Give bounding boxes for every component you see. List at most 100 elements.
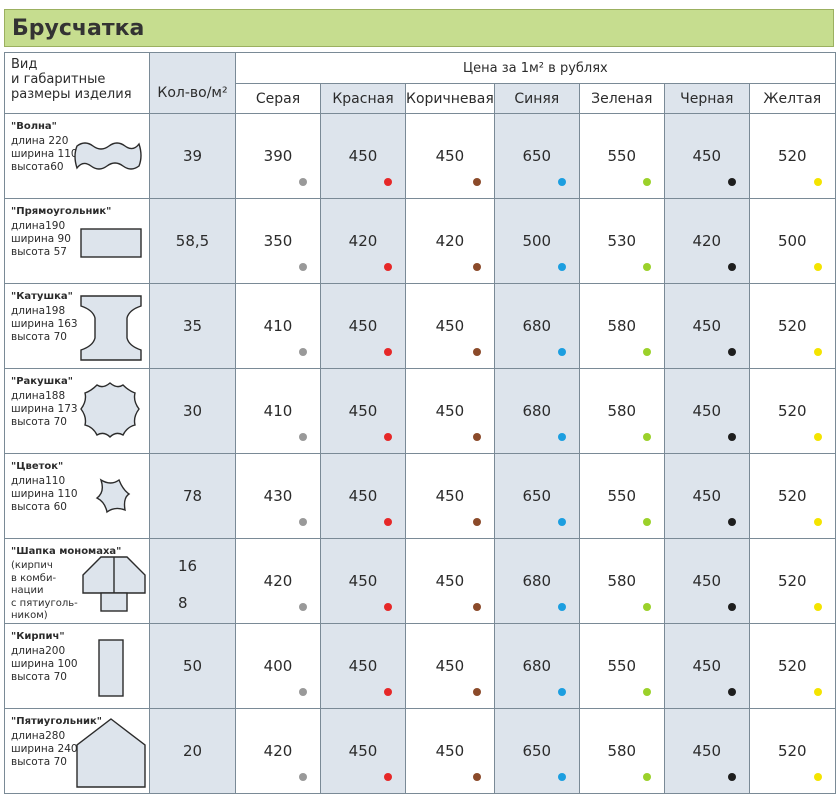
price-cell-color-yellow: 520 (748, 453, 836, 539)
price-value: 500 (777, 232, 807, 250)
product-cell: "Шапка мономаха" (кирпич в комби-нации с пя… (4, 538, 150, 624)
price-value: 520 (777, 317, 807, 335)
color-green-dot-icon (642, 688, 651, 696)
table-row: "Волна" длина 220 ширина 110 высота60 39 390 4… (4, 113, 836, 199)
color-blue-dot-icon (557, 518, 566, 526)
price-cell-color-green: 580 (578, 538, 665, 624)
price-cell-color-brown: 450 (405, 113, 495, 199)
dim-line: высота 57 (11, 246, 67, 258)
dim-line: длина200 (11, 645, 66, 657)
product-cell: "Кирпич" длина200 ширина 100 высота 70 (4, 623, 150, 709)
color-black-dot-icon (727, 688, 736, 696)
price-value: 450 (435, 657, 465, 675)
price-cell-color-blue: 680 (493, 623, 580, 709)
product-dims: длина 220 ширина 110 высота60 (11, 135, 78, 174)
product-shape-icon (80, 228, 142, 258)
table-row: "Кирпич" длина200 ширина 100 высота 70 50 400… (4, 623, 836, 709)
price-value: 450 (435, 487, 465, 505)
color-brown-dot-icon (472, 263, 481, 271)
product-cell: "Цветок" длина110 ширина 110 высота 60 (4, 453, 150, 539)
price-cell-color-black: 450 (663, 453, 750, 539)
color-yellow-dot-icon (813, 603, 822, 611)
price-cell-color-gray: 390 (235, 113, 321, 199)
price-cell-color-green: 550 (578, 623, 665, 709)
price-value: 450 (435, 317, 465, 335)
price-value: 650 (522, 487, 552, 505)
product-dims: длина280 ширина 240 высота 70 (11, 730, 78, 769)
color-green-dot-icon (642, 603, 651, 611)
product-name: "Пятиугольник" (11, 716, 102, 727)
color-red-dot-icon (384, 518, 392, 526)
qty-value: 8 (178, 594, 188, 612)
dim-line: с пятиуголь- (11, 597, 78, 609)
price-cell-color-yellow: 500 (748, 198, 836, 284)
color-red-dot-icon (384, 688, 392, 696)
color-gray-dot-icon (299, 263, 307, 271)
color-black-dot-icon (727, 773, 736, 781)
price-cell-color-green: 580 (578, 368, 665, 454)
color-red-dot-icon (384, 263, 392, 271)
price-cell-color-red: 450 (320, 113, 406, 199)
color-gray-dot-icon (299, 518, 307, 526)
product-shape-icon (80, 295, 142, 361)
price-value: 450 (348, 317, 378, 335)
price-value: 450 (692, 147, 722, 165)
product-shape-icon (95, 478, 131, 514)
color-gray-dot-icon (299, 178, 307, 186)
qty-cell: 58,5 (149, 198, 236, 284)
price-cell-color-brown: 420 (405, 198, 495, 284)
dim-line: ширина 110 (11, 488, 78, 500)
price-value: 680 (522, 317, 552, 335)
price-cell-color-green: 530 (578, 198, 665, 284)
price-cell-color-gray: 410 (235, 368, 321, 454)
price-table: Вид и габаритные размеры изделия Кол-во/… (4, 52, 836, 794)
price-cell-color-red: 450 (320, 453, 406, 539)
price-value: 520 (777, 742, 807, 760)
color-green-dot-icon (642, 518, 651, 526)
product-name: "Кирпич" (11, 631, 65, 642)
qty-cell: 39 (149, 113, 236, 199)
color-black-dot-icon (727, 178, 736, 186)
price-value: 420 (348, 232, 378, 250)
price-value: 550 (607, 487, 637, 505)
dim-line: ширина 173 (11, 403, 78, 415)
price-cell-color-black: 450 (663, 113, 750, 199)
product-shape-icon (80, 382, 140, 438)
price-value: 520 (777, 147, 807, 165)
header-color-brown: Коричневая (405, 83, 495, 114)
price-cell-color-black: 450 (663, 283, 750, 369)
dim-line: ширина 240 (11, 743, 78, 755)
price-cell-color-yellow: 520 (748, 708, 836, 794)
price-cell-color-brown: 450 (405, 368, 495, 454)
price-value: 450 (348, 742, 378, 760)
header-color-red: Красная (320, 83, 406, 114)
product-name: "Катушка" (11, 291, 73, 302)
table-row: "Катушка" длина198 ширина 163 высота 70 35 41… (4, 283, 836, 369)
header-color-blue: Синяя (493, 83, 580, 114)
price-value: 450 (692, 742, 722, 760)
price-value: 450 (435, 742, 465, 760)
qty-cell: 78 (149, 453, 236, 539)
header-kind-line: Вид (11, 57, 38, 72)
price-cell-color-gray: 420 (235, 538, 321, 624)
header-color-gray: Серая (235, 83, 321, 114)
price-value: 420 (435, 232, 465, 250)
price-value: 520 (777, 572, 807, 590)
price-value: 350 (263, 232, 293, 250)
price-value: 550 (607, 657, 637, 675)
dim-line: длина198 (11, 305, 66, 317)
price-cell-color-black: 450 (663, 538, 750, 624)
price-cell-color-green: 580 (578, 283, 665, 369)
dim-line: ширина 163 (11, 318, 78, 330)
color-yellow-dot-icon (813, 178, 822, 186)
product-shape-icon (74, 142, 142, 170)
product-cell: "Прямоугольник" длина190 ширина 90 высота 5… (4, 198, 150, 284)
product-name: "Прямоугольник" (11, 206, 112, 217)
price-cell-color-brown: 450 (405, 623, 495, 709)
price-value: 650 (522, 742, 552, 760)
price-cell-color-gray: 410 (235, 283, 321, 369)
price-value: 680 (522, 572, 552, 590)
price-cell-color-blue: 650 (493, 708, 580, 794)
price-cell-color-blue: 500 (493, 198, 580, 284)
color-brown-dot-icon (472, 603, 481, 611)
